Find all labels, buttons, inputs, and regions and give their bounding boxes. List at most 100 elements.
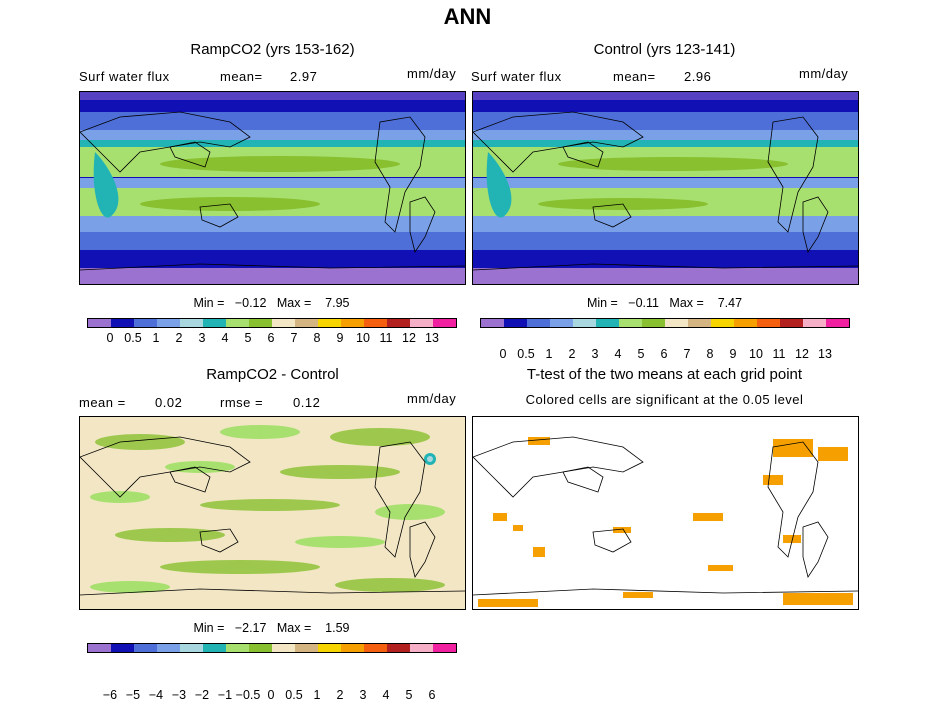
colorbar-swatch [803, 319, 826, 327]
colorbar-tick-label: 6 [267, 331, 275, 345]
control-panel-title: Control (yrs 123-141) [593, 41, 736, 58]
colorbar-swatch [88, 644, 111, 652]
colorbar-swatch [527, 319, 550, 327]
colorbar-swatch [249, 319, 272, 327]
colorbar-tick-label: 5 [405, 688, 413, 702]
colorbar-swatch [295, 644, 318, 652]
diff-min-value: −2.17 [234, 621, 267, 635]
colorbar-swatch [433, 319, 456, 327]
ramp-colorbar-ticks: 0 0.5 1 2 3 4 5 6 7 8 9 10 11 12 13 [87, 331, 455, 347]
colorbar-swatch [665, 319, 688, 327]
colorbar-tick-label: 8 [313, 331, 321, 345]
colorbar-tick-label: 11 [772, 347, 786, 361]
control-mean-value: 2.96 [684, 69, 712, 84]
control-variable: Surf water flux [471, 69, 562, 84]
diff-colorbar [87, 643, 457, 653]
diff-max-label: Max = [276, 621, 312, 635]
colorbar-swatch [734, 319, 757, 327]
ramp-map [79, 91, 466, 285]
colorbar-swatch [642, 319, 665, 327]
ramp-map-svg [80, 92, 465, 284]
colorbar-swatch [203, 644, 226, 652]
colorbar-tick-label: 0.5 [124, 331, 142, 345]
diff-rmse-label: rmse = [220, 395, 264, 410]
diff-units: mm/day [407, 391, 457, 406]
colorbar-swatch [157, 319, 180, 327]
ramp-panel-title: RampCO2 (yrs 153-162) [190, 41, 355, 58]
colorbar-tick-label: 5 [637, 347, 645, 361]
colorbar-tick-label: 6 [428, 688, 436, 702]
colorbar-tick-label: 4 [382, 688, 390, 702]
ttest-map-svg [473, 417, 858, 609]
colorbar-swatch [410, 644, 433, 652]
colorbar-swatch [180, 644, 203, 652]
colorbar-tick-label: −3 [171, 688, 187, 702]
ttest-map [472, 416, 859, 610]
colorbar-tick-label: −0.5 [235, 688, 261, 702]
figure-title: ANN [443, 4, 492, 29]
colorbar-tick-label: 9 [729, 347, 737, 361]
colorbar-tick-label: −6 [102, 688, 118, 702]
ramp-min-value: −0.12 [234, 296, 267, 310]
diff-colorbar-ticks: −6 −5 −4 −3 −2 −1 −0.5 0 0.5 1 2 3 4 5 6 [87, 688, 455, 704]
colorbar-tick-label: 8 [706, 347, 714, 361]
ttest-panel-title: T-test of the two means at each grid poi… [526, 366, 803, 383]
colorbar-tick-label: 3 [591, 347, 599, 361]
colorbar-swatch [295, 319, 318, 327]
colorbar-swatch [111, 644, 134, 652]
diff-rmse-value: 0.12 [293, 395, 321, 410]
colorbar-swatch [180, 319, 203, 327]
colorbar-tick-label: 11 [379, 331, 393, 345]
colorbar-swatch [226, 644, 249, 652]
control-mean-label: mean= [613, 69, 656, 84]
diff-max-value: 1.59 [325, 621, 350, 635]
colorbar-swatch [596, 319, 619, 327]
ramp-minmax: Min = −0.12 Max = 7.95 [79, 296, 464, 310]
colorbar-swatch [688, 319, 711, 327]
colorbar-swatch [387, 644, 410, 652]
colorbar-tick-label: 13 [425, 331, 439, 345]
colorbar-swatch [364, 319, 387, 327]
ramp-mean-value: 2.97 [290, 69, 318, 84]
colorbar-swatch [433, 644, 456, 652]
colorbar-swatch [203, 319, 226, 327]
colorbar-swatch [780, 319, 803, 327]
control-map [472, 91, 859, 285]
colorbar-swatch [88, 319, 111, 327]
colorbar-swatch [619, 319, 642, 327]
ramp-units: mm/day [407, 66, 457, 81]
colorbar-tick-label: 2 [568, 347, 576, 361]
colorbar-swatch [826, 319, 849, 327]
colorbar-swatch [573, 319, 596, 327]
colorbar-tick-label: 5 [244, 331, 252, 345]
colorbar-swatch [504, 319, 527, 327]
colorbar-tick-label: 2 [175, 331, 183, 345]
colorbar-tick-label: 1 [545, 347, 553, 361]
colorbar-swatch [226, 319, 249, 327]
colorbar-swatch [341, 644, 364, 652]
ramp-min-label: Min = [193, 296, 225, 310]
diff-map-svg [80, 417, 465, 609]
ramp-variable: Surf water flux [79, 69, 170, 84]
colorbar-tick-label: −2 [194, 688, 210, 702]
colorbar-swatch [481, 319, 504, 327]
colorbar-swatch [157, 644, 180, 652]
colorbar-tick-label: 3 [198, 331, 206, 345]
ramp-mean-label: mean= [220, 69, 263, 84]
colorbar-tick-label: 0 [499, 347, 507, 361]
diff-map [79, 416, 466, 610]
control-min-label: Min = [586, 296, 618, 310]
colorbar-tick-label: 7 [683, 347, 691, 361]
colorbar-tick-label: 6 [660, 347, 668, 361]
diff-min-label: Min = [193, 621, 225, 635]
colorbar-swatch [249, 644, 272, 652]
colorbar-tick-label: 4 [221, 331, 229, 345]
colorbar-swatch [318, 319, 341, 327]
control-map-svg [473, 92, 858, 284]
colorbar-swatch [757, 319, 780, 327]
colorbar-tick-label: 1 [313, 688, 321, 702]
diff-mean-label: mean = [79, 395, 126, 410]
colorbar-tick-label: 10 [356, 331, 370, 345]
colorbar-tick-label: 0 [106, 331, 114, 345]
diff-panel-title: RampCO2 - Control [206, 366, 339, 383]
